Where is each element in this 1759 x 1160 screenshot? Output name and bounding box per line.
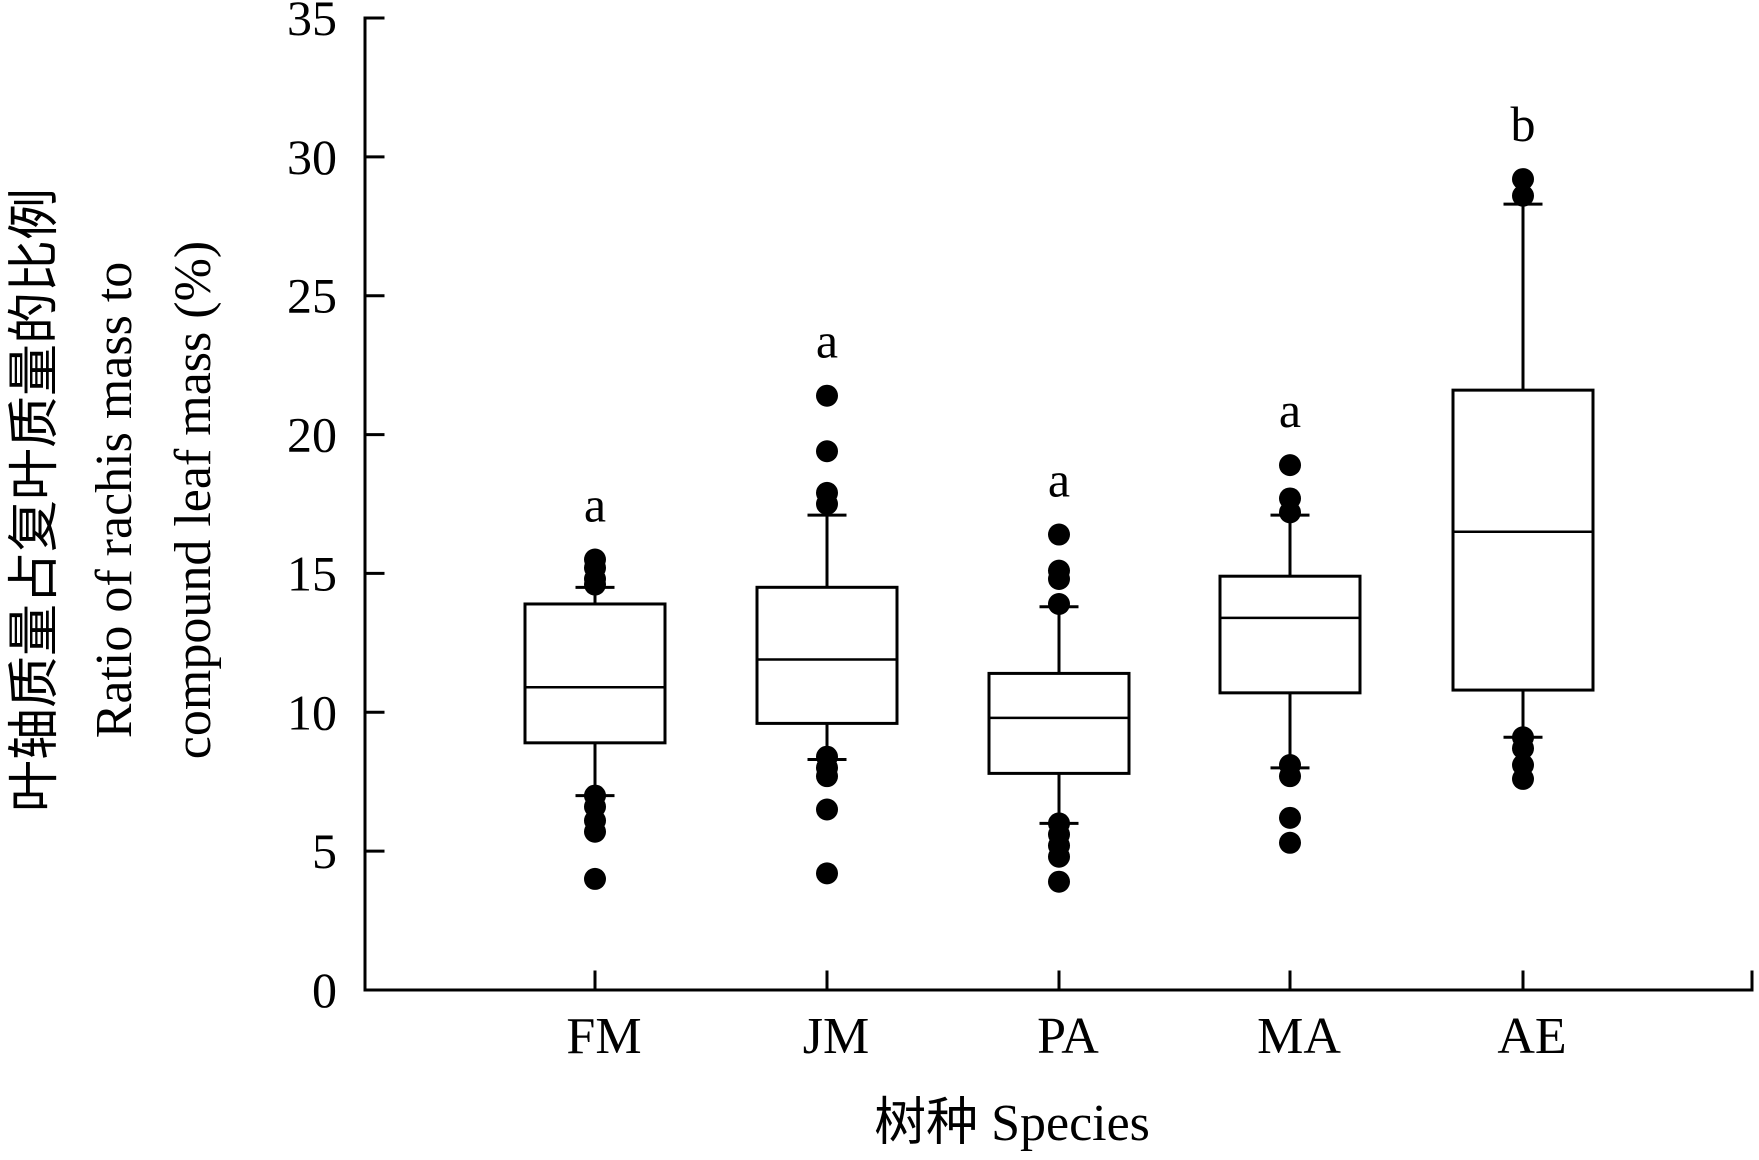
outlier-point bbox=[1048, 845, 1070, 868]
box-ae: AE b bbox=[1451, 96, 1595, 1065]
significance-letter: b bbox=[1511, 96, 1536, 152]
box-rect bbox=[1451, 388, 1595, 692]
x-tick-label: FM bbox=[566, 1008, 641, 1065]
outlier-point bbox=[816, 384, 838, 407]
y-tick-label: 0 bbox=[312, 962, 337, 1018]
outlier-point bbox=[1279, 806, 1301, 829]
y-axis-title-en-line1: Ratio of rachis mass to bbox=[86, 262, 143, 739]
y-tick-label: 15 bbox=[287, 545, 337, 601]
y-tick-label: 30 bbox=[287, 129, 337, 185]
outlier-point bbox=[1279, 454, 1301, 477]
significance-letter: a bbox=[816, 313, 838, 369]
y-axis-title-zh: 叶轴质量占复叶质量的比例 bbox=[7, 188, 64, 812]
box-rect bbox=[987, 671, 1131, 775]
outlier-point bbox=[1512, 767, 1534, 790]
outlier-point bbox=[816, 798, 838, 821]
y-axis-title: 叶轴质量占复叶质量的比例 Ratio of rachis mass to com… bbox=[7, 188, 222, 812]
y-axis-title-en-line2: compound leaf mass (%) bbox=[165, 241, 222, 759]
outlier-point bbox=[816, 862, 838, 885]
outlier-point bbox=[1512, 184, 1534, 207]
box-pa: PA a bbox=[987, 452, 1131, 1065]
outlier-point bbox=[584, 867, 606, 890]
significance-letter: a bbox=[1048, 452, 1070, 508]
x-tick-label: PA bbox=[1037, 1008, 1099, 1065]
box-rect bbox=[523, 602, 667, 745]
significance-letter: a bbox=[584, 477, 606, 533]
outlier-point bbox=[816, 493, 838, 515]
outlier-point bbox=[584, 573, 606, 596]
x-tick-label: AE bbox=[1497, 1008, 1566, 1065]
outlier-point bbox=[816, 765, 838, 788]
plot-area: 0 5 10 15 20 25 30 35 FM a JM a PA a MA a AE b bbox=[287, 0, 1754, 1065]
outlier-point bbox=[1048, 592, 1070, 615]
box-fm: FM a bbox=[523, 477, 667, 1065]
box-rect bbox=[755, 585, 899, 725]
outlier-point bbox=[1279, 765, 1301, 788]
y-tick-label: 35 bbox=[287, 0, 337, 46]
y-tick-label: 10 bbox=[287, 684, 337, 740]
box-ma: MA a bbox=[1218, 382, 1362, 1065]
outlier-point bbox=[1279, 501, 1301, 524]
y-tick-label: 25 bbox=[287, 268, 337, 324]
outlier-point bbox=[1048, 870, 1070, 893]
outlier-point bbox=[816, 440, 838, 463]
y-tick-label: 20 bbox=[287, 407, 337, 463]
y-tick-label: 5 bbox=[312, 823, 337, 879]
x-tick-label: JM bbox=[803, 1008, 869, 1065]
box-rect bbox=[1218, 574, 1362, 695]
outlier-point bbox=[1048, 523, 1070, 546]
significance-letter: a bbox=[1279, 382, 1301, 438]
outlier-point bbox=[1048, 567, 1070, 590]
outlier-point bbox=[584, 820, 606, 843]
x-tick-label: MA bbox=[1257, 1008, 1341, 1065]
box-jm: JM a bbox=[755, 313, 899, 1065]
x-axis-title: 树种 Species bbox=[874, 1095, 1150, 1152]
outlier-point bbox=[1512, 737, 1534, 760]
outlier-point bbox=[1512, 168, 1534, 191]
outlier-point bbox=[1279, 831, 1301, 854]
